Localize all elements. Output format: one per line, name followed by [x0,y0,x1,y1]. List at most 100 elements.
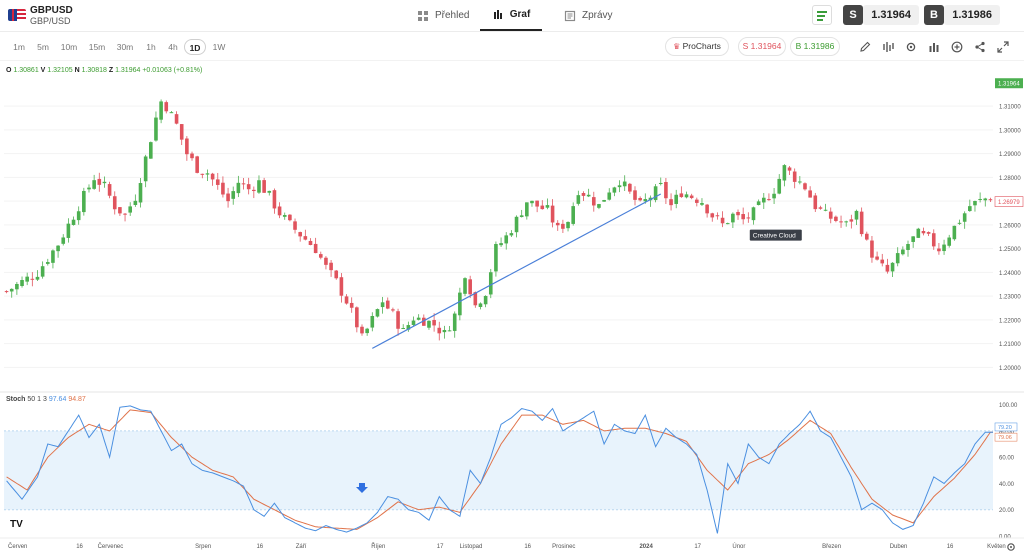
price-chart[interactable]: 1.310001.300001.290001.280001.270001.260… [0,62,1024,556]
candle-body [514,216,519,233]
tab-overview-label: Přehled [435,10,470,21]
timeframe-15m[interactable]: 15m [88,42,106,52]
settings-gear-icon[interactable] [905,41,917,53]
expand-icon[interactable] [997,41,1009,53]
candle-body [767,199,771,201]
candle-body [942,244,946,252]
timeframe-1w[interactable]: 1W [212,42,226,52]
stoch-name: Stoch [6,396,26,403]
candle-body [473,292,478,306]
candle-body [385,300,390,309]
candle-body [226,193,230,202]
stoch-tick-label: 60.00 [999,456,1015,462]
tab-news[interactable]: Zprávy [564,0,613,31]
candle-body [571,206,575,224]
candle-body [653,186,658,201]
candle-body [839,221,843,223]
change-value: +0.01063 (+0.81%) [142,67,203,74]
price-tick-label: 1.24000 [999,271,1021,277]
candle-body [643,199,648,202]
candle-body [128,206,133,213]
timeframe-5m[interactable]: 5m [37,42,49,52]
candle-body [622,181,627,187]
candle-body [823,209,828,211]
sell-price[interactable]: 1.31964 [863,5,919,25]
candle-body [4,291,9,293]
watchlist-menu-button[interactable] [812,5,832,25]
candle-body [138,183,143,203]
candle-body [937,248,941,252]
candle-body [983,198,988,201]
marked-level-tag [994,196,1024,207]
news-icon [564,10,576,21]
candle-body [988,199,993,201]
candle-body [401,328,406,330]
candle-body [149,142,153,159]
instrument-symbol[interactable]: GBPUSD [30,5,73,16]
open-value: 1.30861 [13,67,39,74]
bar-chart-icon[interactable] [928,41,940,53]
candle-body [190,153,194,159]
timeframe-1h[interactable]: 1h [146,42,156,52]
candle-body [679,193,684,198]
candle-body [957,222,962,224]
candle-body [452,313,457,331]
timeframe-1d[interactable]: 1D [184,39,206,55]
tab-chart[interactable]: Graf [480,0,542,31]
candle-body [272,190,277,209]
candle-body [834,216,838,221]
candle-body [66,223,71,238]
candle-body [664,182,668,199]
candle-body [751,207,756,221]
indicators-icon[interactable] [882,41,894,53]
candle-body [267,190,272,193]
price-tick-label: 1.30000 [999,128,1021,134]
candle-body [591,197,596,206]
x-tick-label: Únor [732,543,745,550]
timeframe-4h[interactable]: 4h [168,42,178,52]
sell-button[interactable]: S [843,5,863,25]
timeframe-30m[interactable]: 30m [116,42,134,52]
candle-body [705,204,709,214]
share-icon[interactable] [974,41,986,53]
candle-body [185,138,189,155]
last-price-tag [995,78,1023,89]
candle-body [658,182,663,184]
candle-body [416,317,421,320]
candle-body [803,183,807,190]
procharts-button[interactable]: ♛ ProCharts [665,37,729,56]
candle-body [324,257,328,265]
candle-body [437,327,442,334]
close-value: 1.31964 [115,67,141,74]
add-circle-icon[interactable] [951,41,963,53]
grid-icon [418,10,428,21]
candle-body [926,232,931,234]
candle-body [252,189,256,192]
candle-body [293,221,297,230]
candle-body [174,114,179,124]
price-tick-label: 1.28000 [999,176,1021,182]
buy-price[interactable]: 1.31986 [944,5,1000,25]
candle-body [633,190,637,200]
candle-body [303,236,308,240]
timeframe-1m[interactable]: 1m [13,42,25,52]
candle-body [355,307,359,328]
candle-body [102,181,107,184]
chart-settings-gear-icon[interactable] [1006,542,1016,552]
candle-body [581,193,586,196]
candle-body [478,303,483,307]
buy-pill-button[interactable]: B 1.31986 [790,37,840,56]
high-value: 1.32105 [47,67,73,74]
tab-overview[interactable]: Přehled [417,0,469,31]
low-label: N [74,67,80,74]
timeframe-10m[interactable]: 10m [60,42,78,52]
candle-body [741,214,745,220]
candle-body [555,222,560,226]
candle-body [488,272,493,295]
stoch-d-tag [994,432,1018,442]
pencil-icon[interactable] [859,41,871,53]
candle-body [334,270,339,279]
sell-pill-button[interactable]: S 1.31964 [738,37,786,56]
buy-button[interactable]: B [924,5,944,25]
candle-body [133,200,138,206]
